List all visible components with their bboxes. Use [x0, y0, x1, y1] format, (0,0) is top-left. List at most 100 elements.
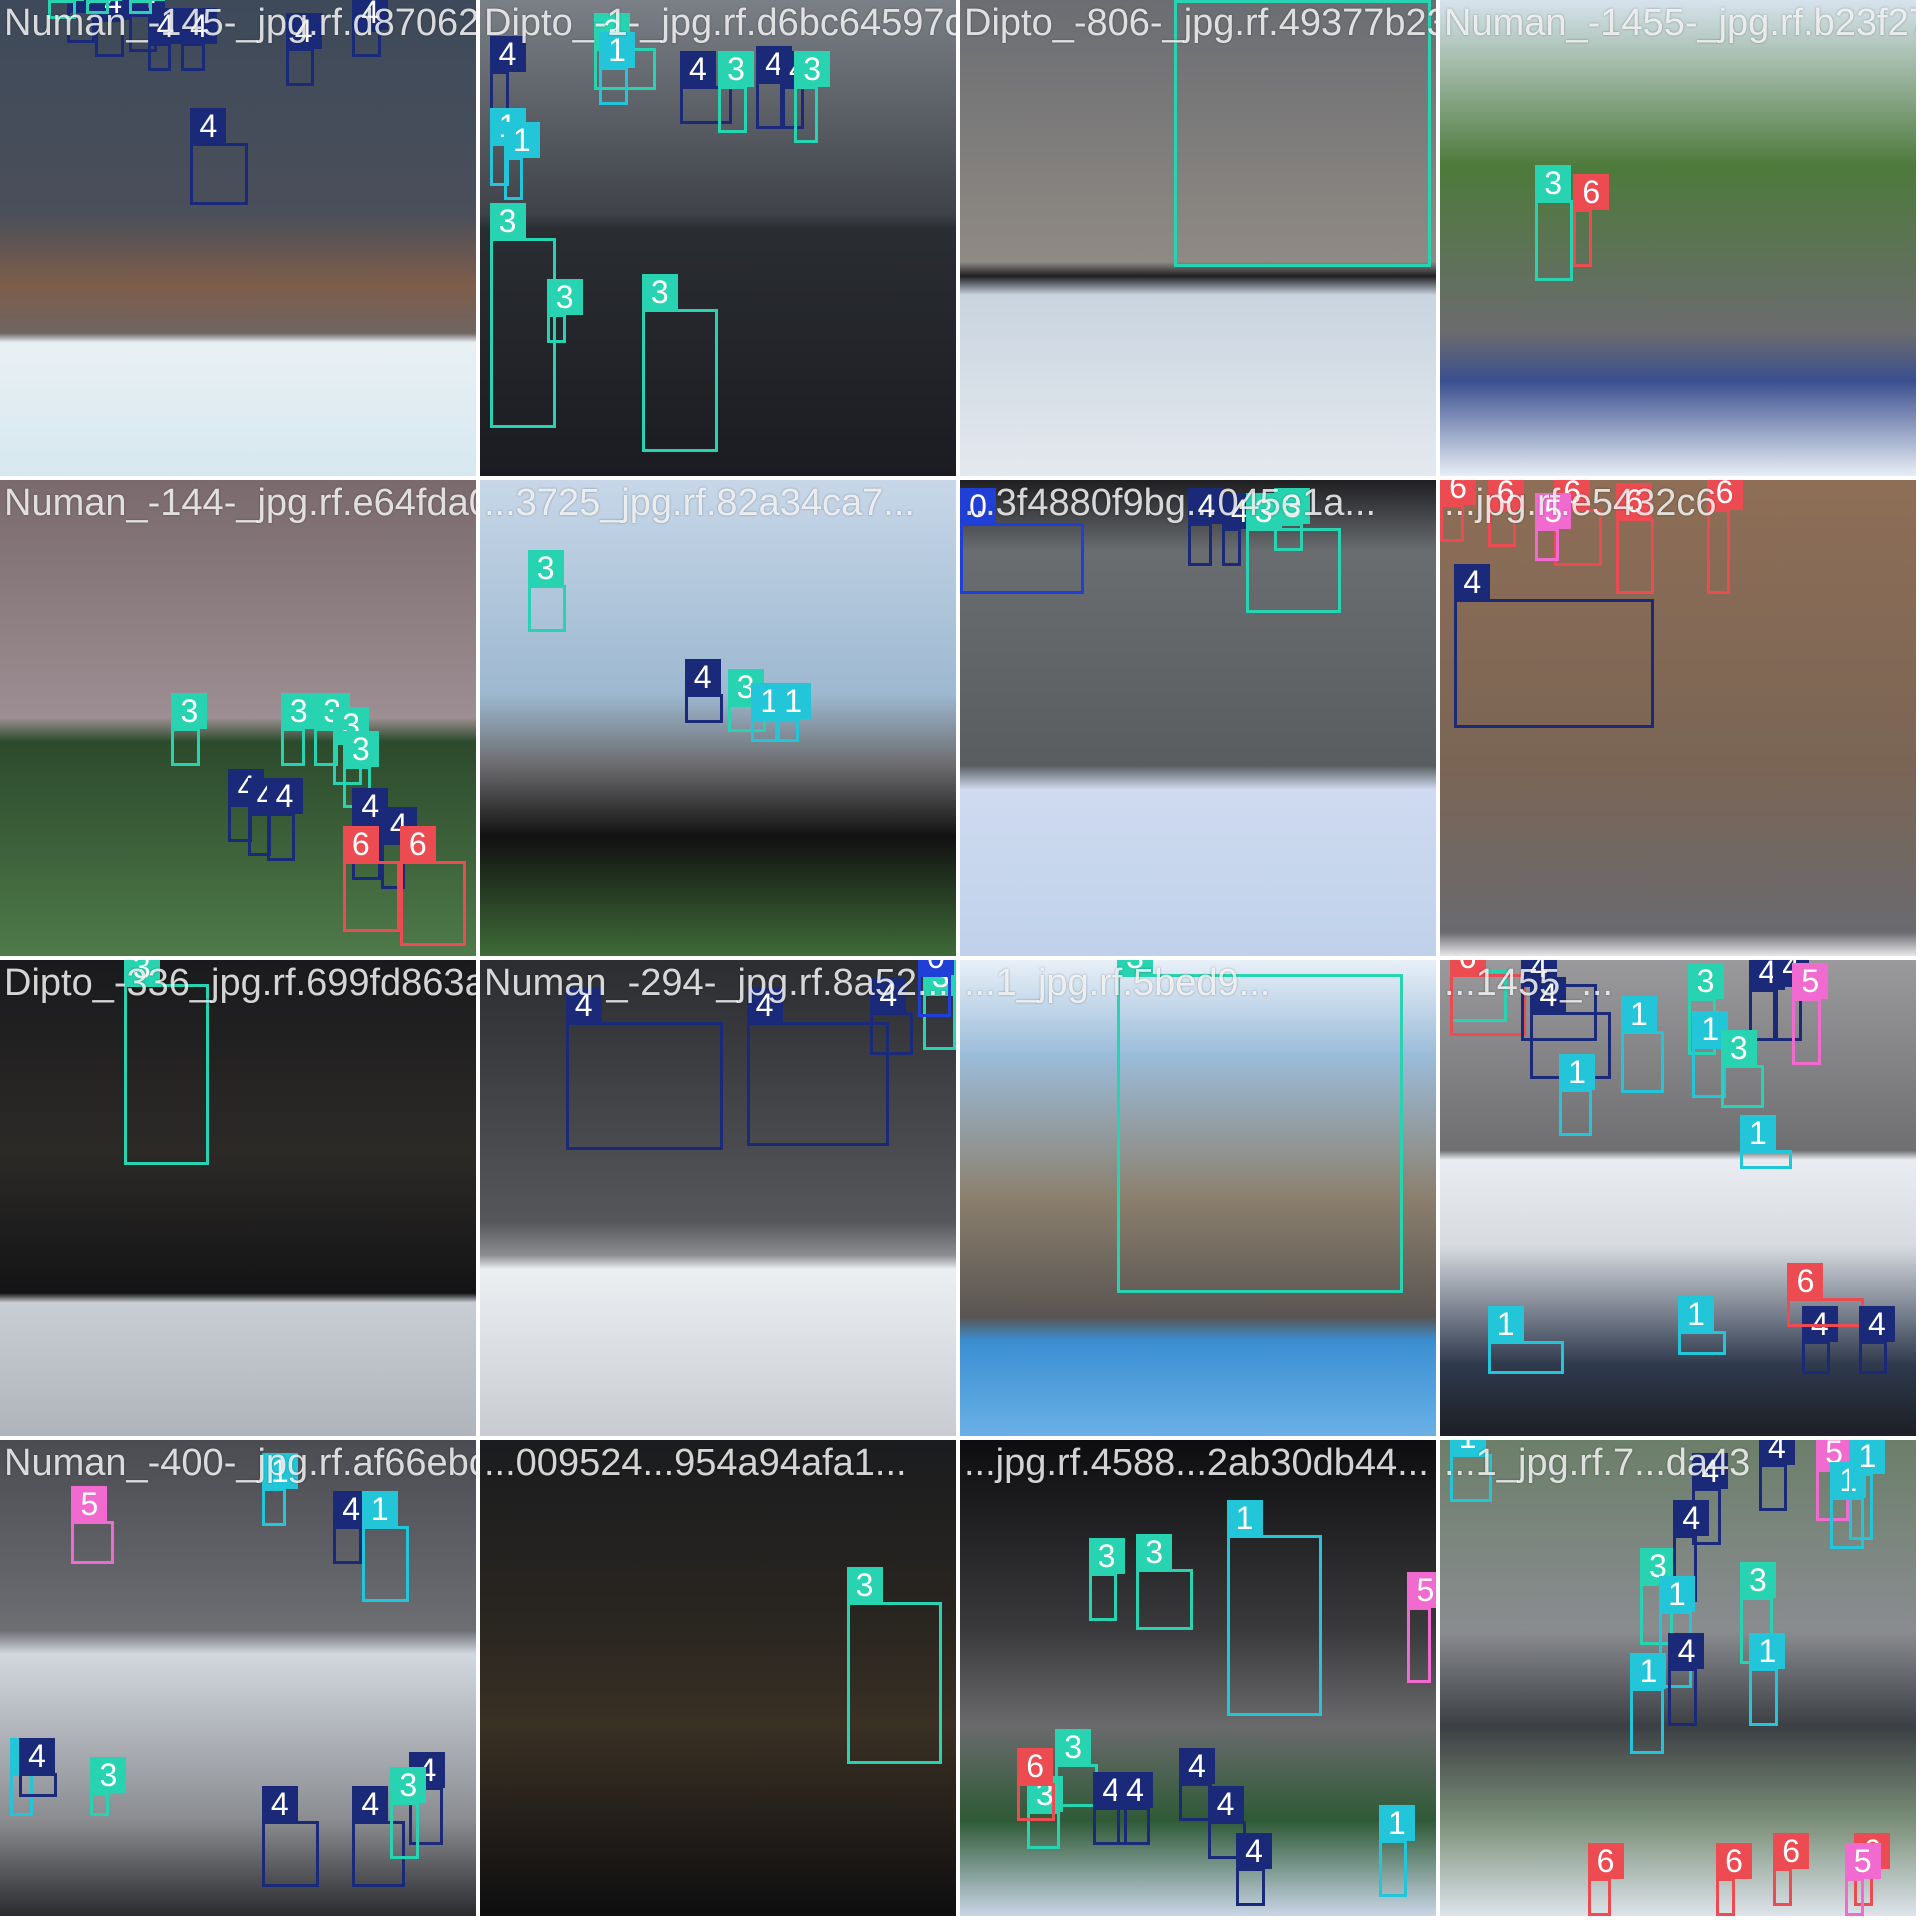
detection-box: 4: [1188, 487, 1225, 566]
class-label: 3: [489, 203, 526, 239]
detection-box: 4: [1221, 492, 1258, 566]
class-label: 4: [1117, 1771, 1154, 1808]
class-label: 4: [352, 0, 389, 30]
class-label: 5: [1407, 1571, 1436, 1608]
class-label: 4: [261, 1785, 298, 1822]
mosaic-tile-11: 3 ...1_jpg.rf.5bed9...: [960, 960, 1440, 1440]
detection-box: 4: [1758, 1440, 1795, 1512]
class-label: 4: [266, 778, 303, 815]
scene-photo: 134441351141166665: [1440, 1440, 1916, 1916]
scene-photo: 3143443411333: [480, 0, 956, 476]
detection-box: 3: [527, 549, 566, 633]
detection-box: 4: [1673, 1500, 1710, 1602]
detection-box: 4: [565, 986, 723, 1151]
detection-box: 4: [679, 50, 733, 124]
class-label: 6: [1587, 1842, 1624, 1879]
detection-box: 3: [846, 1566, 942, 1764]
detection-box: 6: [1587, 1842, 1624, 1916]
detection-box: 1: [1749, 1633, 1786, 1726]
detection-box: 4: [1858, 1305, 1895, 1375]
detection-box: 3: [85, 0, 122, 15]
scene-photo: 3: [480, 1440, 956, 1916]
class-label: 6: [1616, 483, 1653, 520]
detection-box: 4: [1801, 1305, 1838, 1375]
class-label: 4: [1673, 1500, 1710, 1537]
detection-box: 3: [1117, 960, 1403, 1294]
mosaic-tile-14: 3 ...009524...954a94afa1...: [480, 1440, 960, 1920]
detection-box: 4: [180, 7, 217, 72]
class-label: 4: [1236, 1833, 1273, 1870]
detection-box: 4: [684, 659, 723, 723]
detection-box: 3: [1739, 1562, 1776, 1664]
class-label: 1: [1658, 1576, 1695, 1613]
detection-box: 3: [123, 960, 210, 1165]
detection-box: 0: [960, 487, 1084, 595]
class-label: 3: [90, 1757, 127, 1794]
detection-box: 4: [1692, 1452, 1729, 1545]
detection-box: 6: [342, 825, 400, 933]
detection-box: 1: [1630, 1652, 1667, 1755]
detection-box: 4: [190, 107, 248, 205]
detection-box: 5: [1844, 1842, 1881, 1916]
class-label: 1: [1559, 1053, 1595, 1090]
mosaic-tile-9: 3 Dipto_-336_jpg.rf.699fd863a...: [0, 960, 480, 1440]
detection-box: 6: [399, 825, 467, 947]
class-label: 4: [1858, 1305, 1895, 1342]
class-label: 4: [352, 1785, 389, 1822]
detection-box: 4: [870, 977, 914, 1056]
detection-box: 3: [1174, 0, 1432, 267]
detection-box: 3: [718, 50, 754, 134]
class-label: 4: [66, 0, 103, 11]
detection-box: 4: [66, 0, 103, 43]
detection-box: 1: [1559, 1053, 1595, 1137]
class-label: 3: [794, 50, 831, 87]
detection-box: 4: [333, 1490, 370, 1564]
mosaic-tile-16: 134441351141166665 ...1_jpg.rf.7...da43: [1440, 1440, 1920, 1920]
detection-box: 3: [1274, 487, 1311, 552]
class-label: 3: [85, 0, 122, 1]
class-label: 3: [546, 279, 583, 316]
class-label: 6: [1440, 480, 1476, 505]
class-label: 4: [1188, 487, 1225, 524]
class-label: 6: [1017, 1747, 1054, 1784]
class-label: 3: [1088, 1538, 1125, 1575]
class-label: 4: [1530, 977, 1567, 1014]
detection-box: 1: [1487, 1305, 1564, 1375]
class-label: 1: [1487, 1305, 1524, 1342]
detection-box: 4: [95, 0, 132, 58]
detection-box: 4: [1117, 1771, 1154, 1845]
detection-box: 3: [641, 274, 718, 453]
class-label: 3: [1055, 1728, 1092, 1765]
detection-box: 4: [1178, 1747, 1215, 1821]
class-label: 5: [71, 1485, 108, 1522]
detection-box: 5: [71, 1485, 115, 1564]
class-label: 4: [489, 36, 526, 73]
scene-photo: 364411344135114164: [1440, 960, 1916, 1436]
detection-box: 5: [1792, 963, 1829, 1065]
detection-box: 6: [1440, 480, 1476, 542]
detection-box: 6: [1706, 480, 1743, 595]
class-label: 5: [1844, 1842, 1881, 1879]
detection-box: 6: [1573, 174, 1610, 267]
detection-box: 6: [1787, 1262, 1864, 1327]
class-label: 4: [19, 1738, 56, 1775]
class-label: 6: [342, 825, 379, 862]
class-label: 6: [1573, 174, 1610, 211]
detection-box: 1: [599, 31, 635, 105]
mosaic-tile-4: 36 Numan_-1455-_jpg.rf.b23f27013: [1440, 0, 1920, 480]
scene-photo: 3: [960, 0, 1436, 476]
detection-box: 4: [285, 12, 322, 86]
class-label: 6: [1449, 960, 1486, 976]
detection-box: 3: [546, 279, 583, 343]
class-label: 3: [718, 50, 754, 87]
detection-box: 4: [228, 768, 265, 842]
detection-box: 6: [1716, 1842, 1753, 1916]
class-label: 4: [1692, 1452, 1729, 1489]
